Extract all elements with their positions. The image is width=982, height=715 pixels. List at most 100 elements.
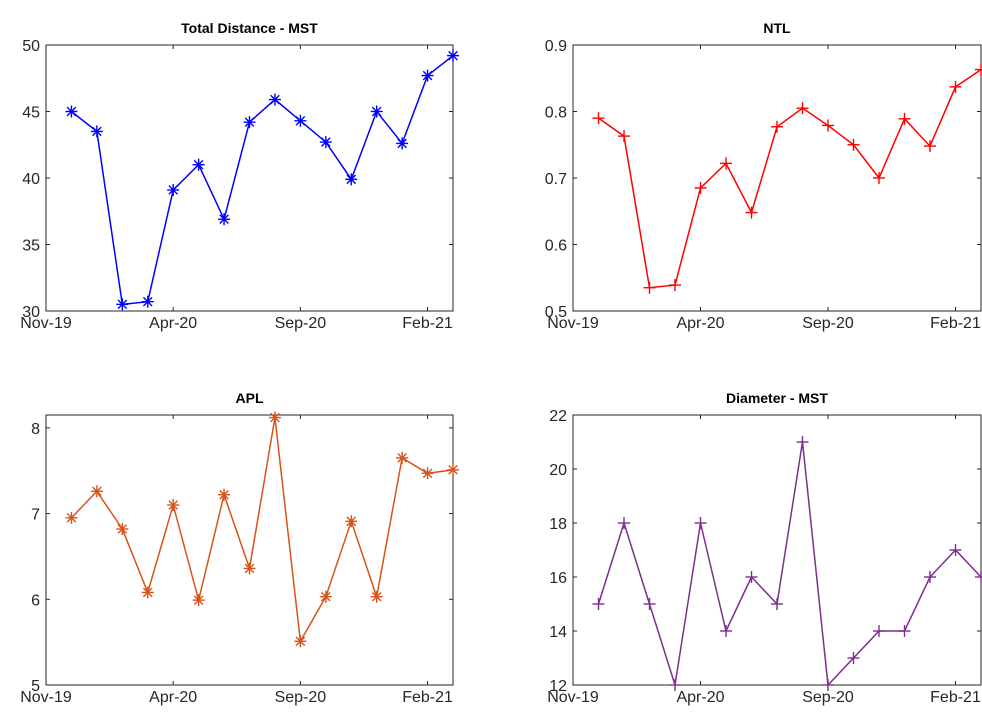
x-tick-label: Nov-19: [20, 315, 72, 332]
data-point: [847, 138, 860, 151]
y-tick-label: 6: [31, 592, 40, 609]
chart-panel-total-distance-mst: Total Distance - MST 30 35 40 45 50 Nov-19 Apr-…: [20, 20, 459, 332]
x-tick-label: Feb-21: [930, 689, 981, 706]
data-point: [643, 281, 656, 294]
data-point: [592, 112, 605, 125]
data-point: [796, 436, 809, 448]
data-point: [822, 119, 834, 132]
data-point: [243, 116, 256, 129]
data-point: [873, 625, 885, 637]
data-point: [396, 451, 409, 464]
y-tick-label: 5: [31, 678, 40, 695]
data-point: [618, 130, 630, 143]
data-point: [720, 157, 732, 170]
data-point: [243, 562, 256, 575]
data-point: [949, 80, 962, 93]
data-point: [771, 598, 783, 610]
y-tick-label: 12: [549, 678, 567, 695]
data-point: [898, 625, 911, 637]
data-point: [116, 523, 129, 535]
chart-title: APL: [236, 390, 264, 406]
data-point: [370, 590, 383, 603]
axes-box: [45, 414, 454, 686]
axes-box: [572, 44, 982, 312]
data-point: [319, 590, 332, 603]
x-tick-label: Apr-20: [149, 315, 197, 332]
x-tick-label: Feb-21: [402, 315, 453, 332]
data-point: [669, 279, 681, 292]
data-point: [345, 515, 358, 528]
data-point: [447, 463, 459, 476]
data-point: [618, 517, 630, 529]
y-tick-label: 45: [22, 105, 40, 122]
y-tick-label: 8: [31, 421, 40, 438]
data-point: [949, 544, 962, 556]
data-point: [421, 467, 434, 480]
data-point: [669, 679, 681, 691]
data-point: [421, 69, 434, 82]
data-point: [90, 125, 103, 138]
data-point: [116, 298, 129, 311]
data-point: [319, 136, 332, 149]
x-tick-label: Feb-21: [930, 315, 981, 332]
data-point: [745, 571, 758, 583]
y-tick-label: 16: [549, 570, 567, 587]
data-point: [396, 137, 409, 150]
chart-panel-apl: APL 5 6 7 8 Nov-19 Apr-20 Sep-20 Feb-21: [20, 390, 459, 706]
y-tick-label: 40: [22, 171, 40, 188]
data-point: [218, 488, 231, 501]
chart-title: Total Distance - MST: [181, 20, 318, 36]
data-point: [592, 598, 605, 610]
series-line: [70, 417, 454, 644]
data-point: [90, 485, 103, 498]
x-tick-label: Apr-20: [676, 689, 724, 706]
data-point: [694, 517, 707, 529]
data-point: [771, 120, 783, 133]
x-tick-label: Nov-19: [20, 689, 72, 706]
y-tick-label: 0.7: [545, 171, 567, 188]
data-point: [192, 158, 205, 171]
data-point: [975, 63, 982, 76]
data-point: [192, 594, 205, 607]
x-tick-label: Sep-20: [275, 689, 327, 706]
x-tick-label: Nov-19: [547, 689, 599, 706]
y-tick-label: 0.8: [545, 105, 567, 122]
y-tick-label: 0.6: [545, 238, 567, 255]
data-point: [141, 295, 154, 308]
y-tick-label: 22: [549, 408, 567, 425]
data-point: [370, 105, 383, 118]
data-point: [822, 679, 834, 691]
data-point: [65, 105, 78, 118]
data-point: [847, 652, 860, 664]
chart-panel-diameter-mst: Diameter - MST 12 14 16 18 20 22 Nov-19 Apr-20 Se…: [547, 390, 982, 706]
data-point: [141, 586, 154, 599]
data-point: [447, 49, 459, 62]
y-tick-label: 35: [22, 238, 40, 255]
x-tick-label: Apr-20: [676, 315, 724, 332]
y-tick-label: 30: [22, 304, 40, 321]
x-tick-label: Feb-21: [402, 689, 453, 706]
data-point: [268, 93, 281, 106]
y-tick-label: 50: [22, 38, 40, 55]
data-point: [975, 571, 982, 583]
series-line: [598, 68, 982, 289]
y-tick-label: 7: [31, 507, 40, 524]
data-point: [720, 625, 732, 637]
data-point: [924, 140, 936, 153]
data-point: [294, 114, 307, 127]
series-line: [70, 55, 454, 306]
x-tick-label: Sep-20: [802, 315, 854, 332]
data-point: [268, 411, 281, 424]
x-tick-label: Apr-20: [149, 689, 197, 706]
y-tick-label: 0.5: [545, 304, 567, 321]
x-tick-label: Sep-20: [275, 315, 327, 332]
data-point: [65, 511, 78, 524]
y-tick-label: 14: [549, 624, 567, 641]
axes-box: [45, 44, 454, 312]
data-point: [745, 206, 758, 219]
chart-title: Diameter - MST: [726, 390, 828, 406]
data-point: [167, 183, 180, 196]
data-point: [167, 499, 180, 511]
y-tick-label: 18: [549, 516, 567, 533]
